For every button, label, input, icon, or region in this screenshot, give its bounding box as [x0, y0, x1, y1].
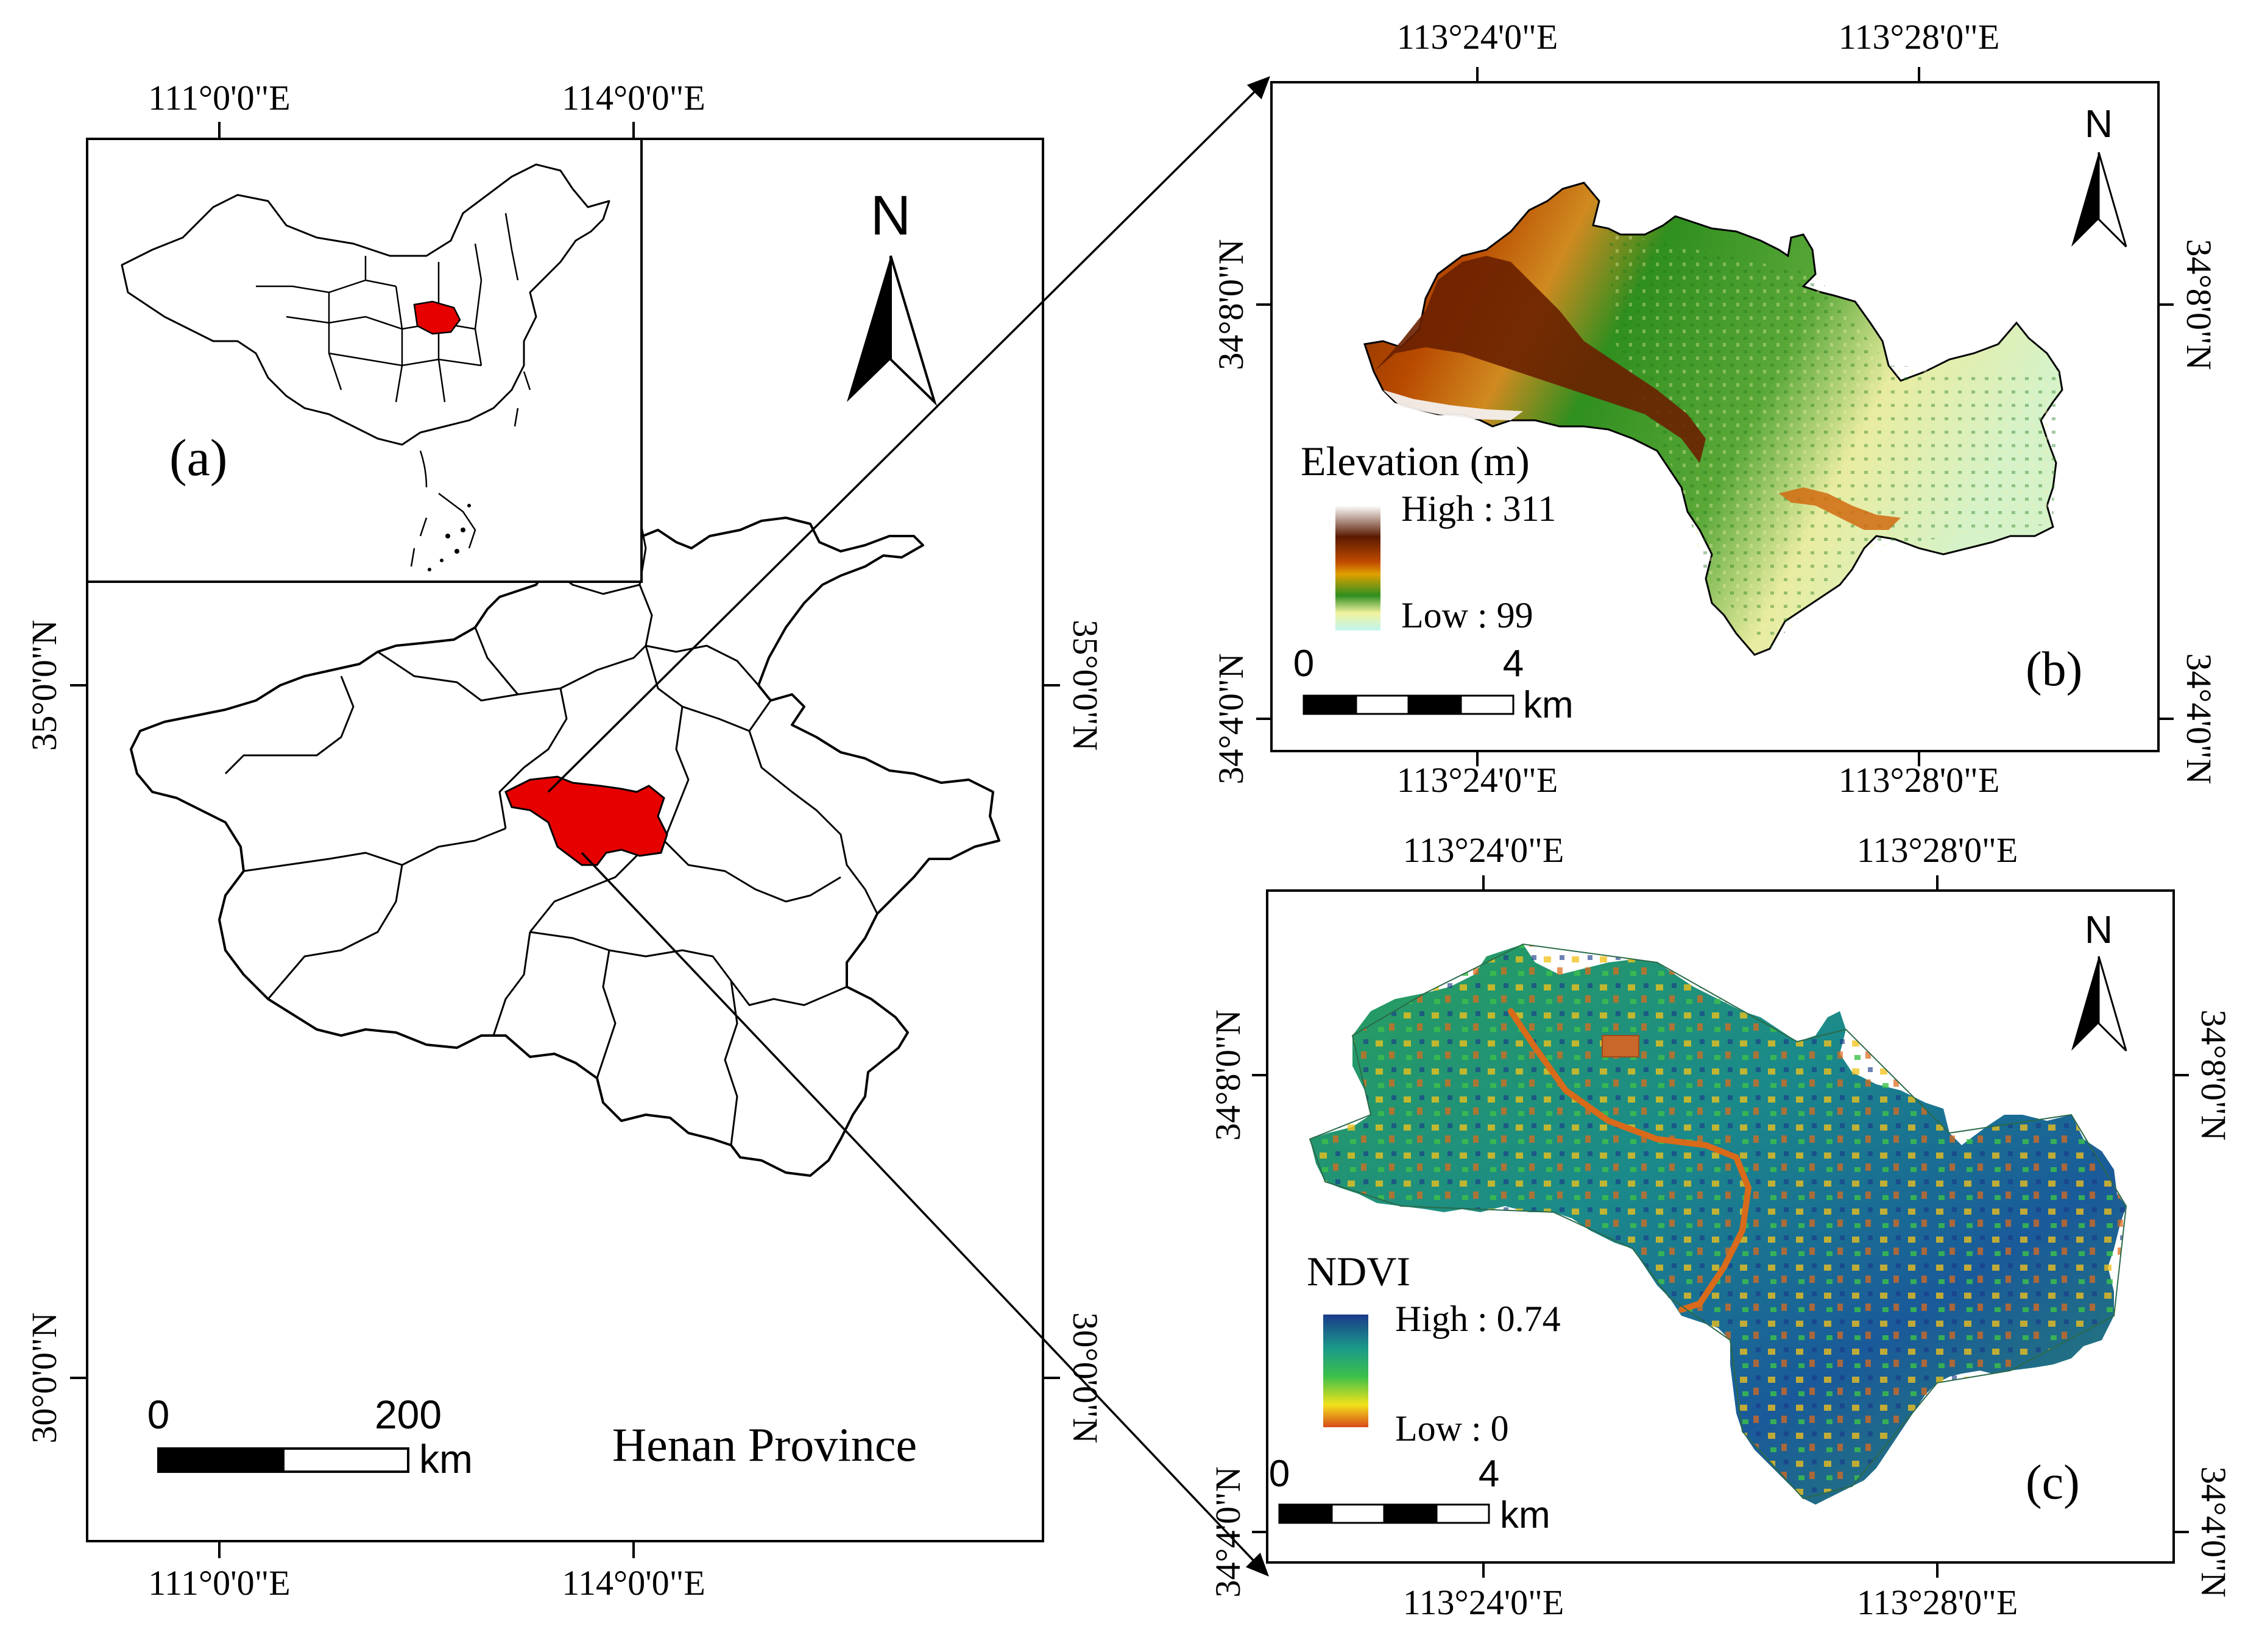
panel-b-scale-unit: km	[1523, 684, 1574, 726]
main-scale-unit: km	[419, 1436, 473, 1481]
panel-c-top-tick-1: 113°24'0"E	[1403, 830, 1564, 870]
panel-b-scale-bar: 0 4 km	[1293, 643, 1574, 726]
panel-b-top-tick-2: 113°28'0"E	[1839, 17, 2000, 57]
main-right-tick-1: 35°0'0"N	[1066, 620, 1105, 750]
panel-c-bottom-tick-1: 113°24'0"E	[1403, 1583, 1564, 1622]
elevation-peak-white	[1383, 390, 1523, 420]
panel-c-legend-low: Low : 0	[1395, 1408, 1509, 1449]
main-bottom-tick-2: 114°0'0"E	[562, 1563, 705, 1603]
panel-c-right-tick-1: 34°8'0"N	[2194, 1009, 2233, 1140]
panel-b-scale-start: 0	[1293, 643, 1314, 685]
main-map-ticks	[70, 122, 1060, 1558]
panel-b-right-tick-2: 34°4'0"N	[2179, 653, 2219, 784]
ndvi-texture	[1310, 944, 2126, 1498]
panel-b-left-tick-1: 34°8'0"N	[1211, 239, 1251, 370]
inset-a-label: (a)	[169, 428, 227, 487]
main-map-title: Henan Province	[612, 1418, 917, 1471]
panel-b-left-tick-2: 34°4'0"N	[1211, 653, 1251, 784]
main-scale-bar: 0 200 km	[147, 1392, 473, 1481]
panel-b-legend-high: High : 311	[1401, 489, 1556, 529]
panel-c: 113°24'0"E 113°28'0"E 113°24'0"E 113°28'…	[1208, 830, 2233, 1622]
elevation-color-ramp	[1335, 506, 1380, 630]
panel-b-bottom-tick-1: 113°24'0"E	[1397, 760, 1558, 800]
main-bottom-tick-1: 111°0'0"E	[148, 1563, 290, 1603]
main-left-tick-1: 35°0'0"N	[24, 620, 64, 750]
panel-c-top-tick-2: 113°28'0"E	[1857, 830, 2018, 870]
ndvi-canal	[1508, 1008, 1752, 1313]
panel-c-scale-start: 0	[1269, 1453, 1290, 1495]
panel-c-left-tick-2: 34°4'0"N	[1208, 1466, 1248, 1597]
panel-b-north-arrow: N	[2071, 102, 2127, 248]
island-dots	[428, 504, 471, 571]
study-area-highlight	[504, 775, 668, 866]
panel-c-label: (c)	[2026, 1456, 2080, 1509]
china-henan-highlight	[413, 300, 461, 335]
panel-c-north-arrow: N	[2071, 908, 2127, 1052]
main-left-tick-2: 30°0'0"N	[24, 1312, 64, 1443]
panel-c-scale-end: 4	[1479, 1453, 1499, 1495]
main-right-tick-2: 30°0'0"N	[1066, 1312, 1105, 1443]
main-top-tick-2: 114°0'0"E	[562, 78, 705, 118]
main-map: 111°0'0"E 114°0'0"E 111°0'0"E 114°0'0"E …	[24, 78, 1105, 1603]
elevation-texture	[1608, 231, 2059, 649]
elevation-valley	[1779, 487, 1901, 530]
south-china-sea-islands	[410, 371, 531, 567]
panel-c-scale-unit: km	[1500, 1494, 1550, 1536]
panel-c-legend: NDVI High : 0.74 Low : 0	[1307, 1248, 1561, 1449]
panel-c-legend-high: High : 0.74	[1395, 1299, 1561, 1339]
ndvi-urban-block	[1602, 1035, 1639, 1057]
elevation-ridge	[1374, 256, 1706, 463]
main-scale-start: 0	[147, 1392, 170, 1437]
panel-b-legend-title: Elevation (m)	[1301, 438, 1530, 484]
panel-c-legend-title: NDVI	[1307, 1248, 1410, 1294]
china-outline	[121, 163, 610, 446]
ndvi-color-ramp	[1323, 1315, 1368, 1427]
panel-c-scale-bar: 0 4 km	[1269, 1453, 1550, 1536]
main-north-arrow: N	[847, 185, 938, 406]
inset-a: (a)	[86, 138, 643, 583]
main-scale-end: 200	[375, 1392, 442, 1437]
panel-c-ticks	[1252, 875, 2189, 1578]
panel-c-north-label: N	[2085, 908, 2113, 951]
panel-b-top-tick-1: 113°24'0"E	[1397, 17, 1558, 57]
panel-b-ticks	[1256, 67, 2174, 766]
panel-c-bottom-tick-2: 113°28'0"E	[1857, 1583, 2018, 1622]
main-top-tick-1: 111°0'0"E	[148, 78, 290, 118]
panel-c-left-tick-1: 34°8'0"N	[1208, 1009, 1248, 1140]
panel-b-bottom-tick-2: 113°28'0"E	[1839, 760, 2000, 800]
panel-b-north-label: N	[2085, 102, 2113, 146]
panel-b-legend: Elevation (m) High : 311 Low : 99	[1301, 438, 1556, 635]
panel-b-scale-end: 4	[1503, 643, 1524, 685]
panel-b: 113°24'0"E 113°28'0"E 113°24'0"E 113°28'…	[1211, 17, 2219, 800]
panel-b-right-tick-1: 34°8'0"N	[2179, 239, 2219, 370]
ndvi-outline	[1309, 943, 2127, 1500]
main-north-label: N	[871, 185, 911, 247]
panel-c-right-tick-2: 34°4'0"N	[2194, 1466, 2233, 1597]
connector-arrows	[547, 76, 1270, 1577]
panel-b-legend-low: Low : 99	[1401, 595, 1533, 635]
panel-b-label: (b)	[2026, 643, 2082, 696]
